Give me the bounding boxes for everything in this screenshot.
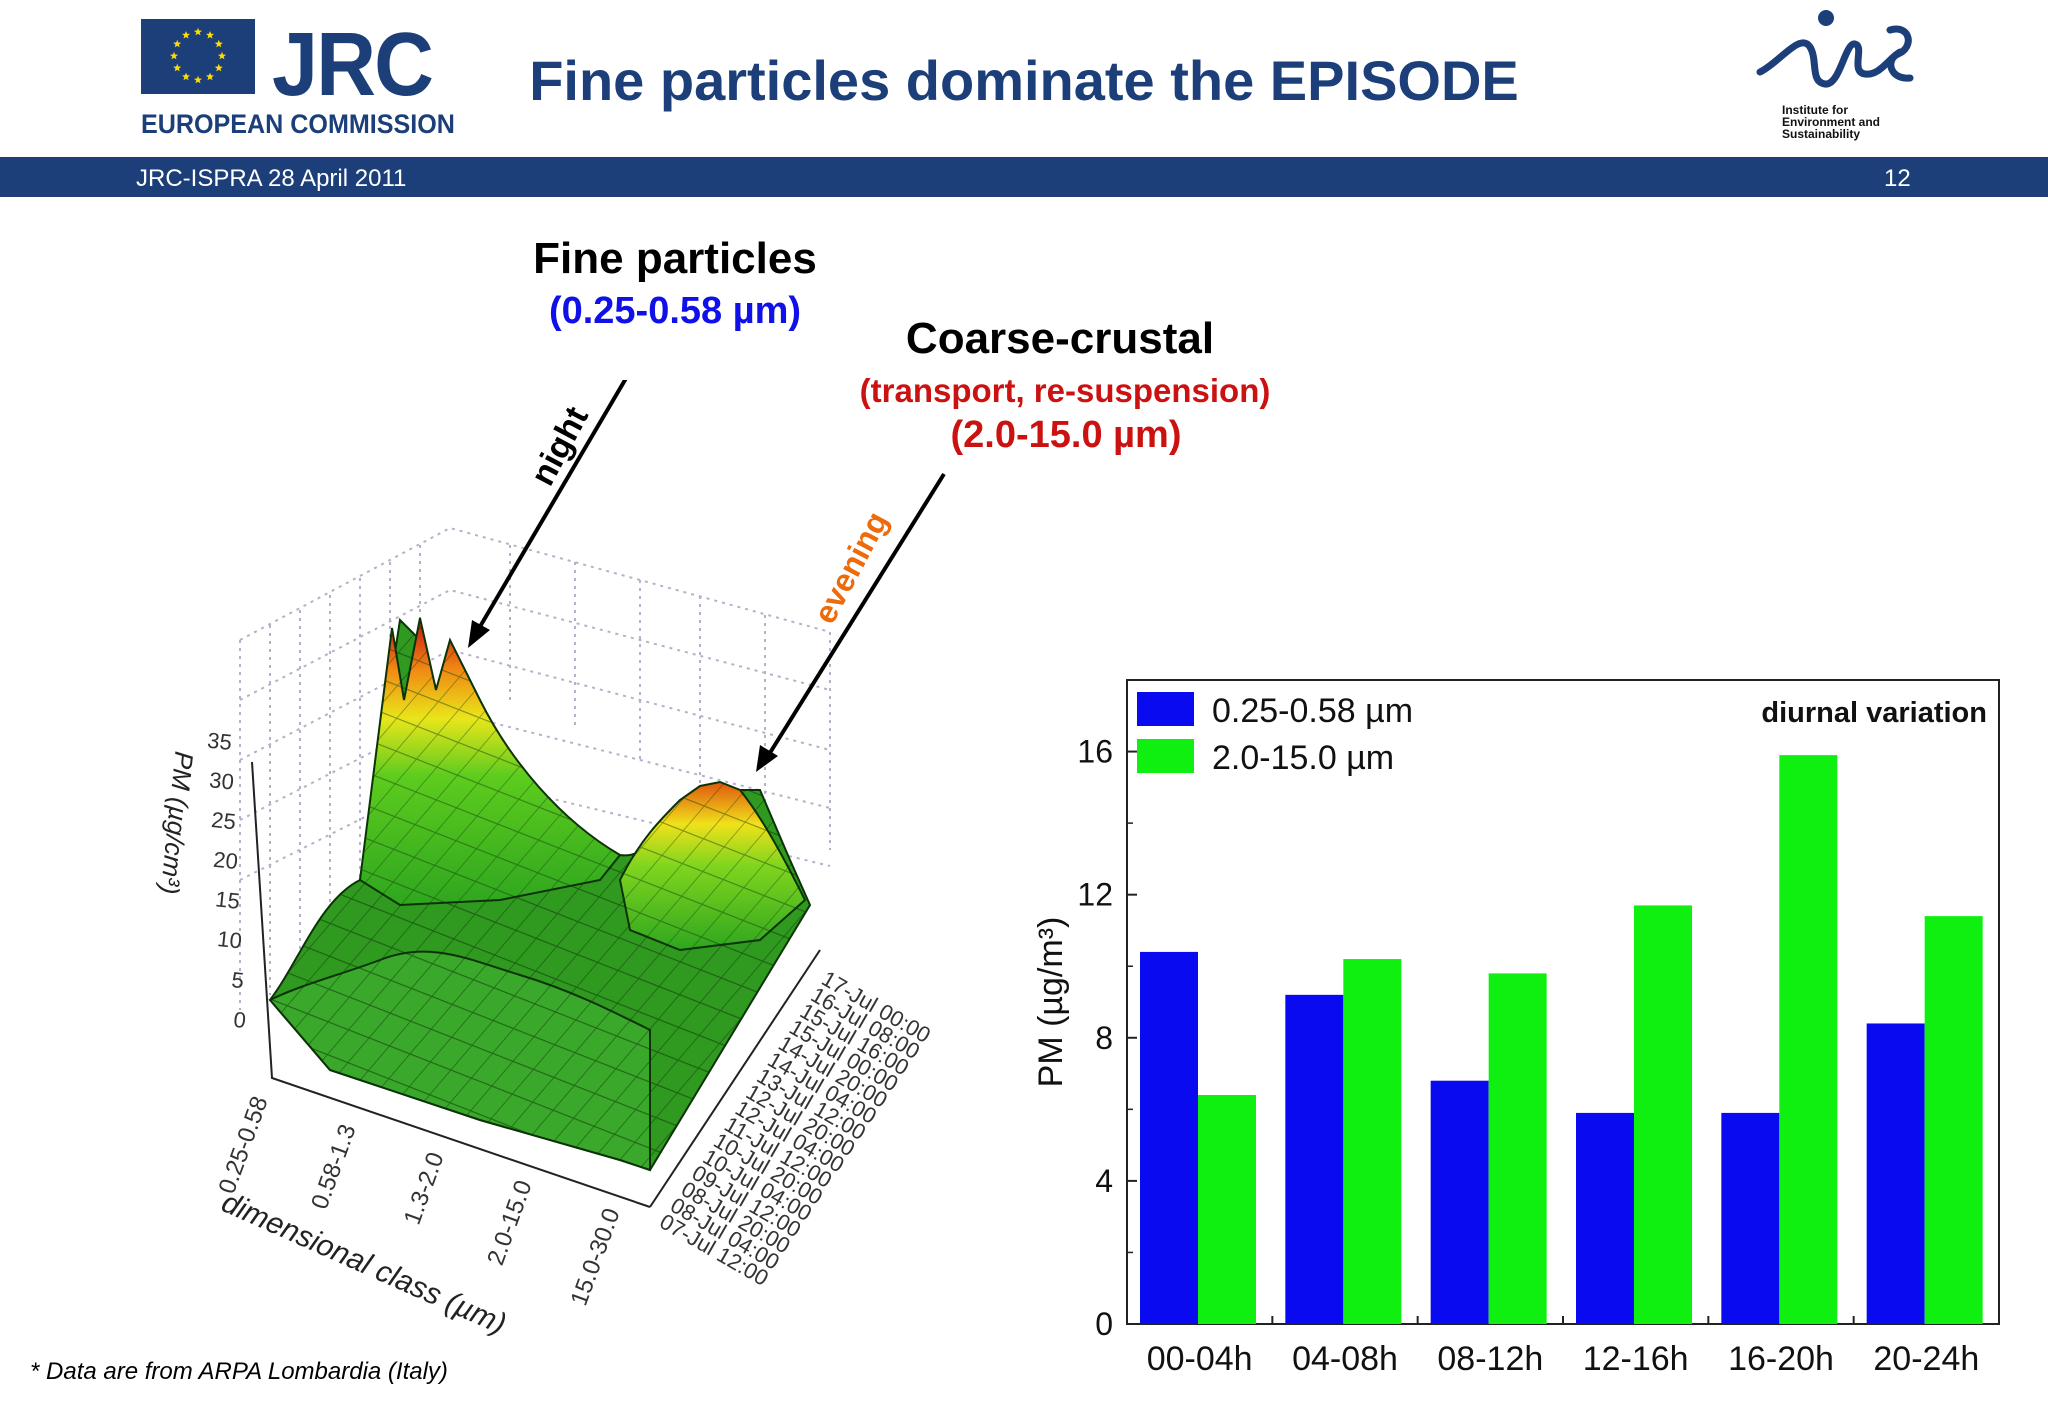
ies-logo-graphic	[1756, 10, 1914, 88]
surface-z-tick-label: 0	[232, 1007, 247, 1033]
fine-particles-title: Fine particles	[533, 234, 817, 283]
ies-subtitle-line: Environment and	[1782, 115, 1881, 129]
eu-star-icon	[182, 31, 190, 39]
eu-star-icon	[218, 51, 226, 60]
eu-star-icon	[173, 63, 182, 72]
surface-size-tick-label: 0.25-0.58	[214, 1093, 274, 1198]
surface-axes	[251, 761, 821, 1208]
coarse-crustal-subtitle: (transport, re-suspension)	[859, 372, 1271, 409]
jrc-logo-text: JRC	[272, 15, 434, 115]
x-tick-label: 12-16h	[1583, 1340, 1689, 1378]
surface-z-tick-label: 20	[212, 847, 239, 874]
y-tick-label: 12	[1077, 877, 1113, 913]
evening-arrow	[756, 472, 946, 772]
x-tick-label: 16-20h	[1728, 1340, 1834, 1378]
surface-z-tick-label: 35	[206, 728, 233, 755]
surface-size-tick-label: 2.0-15.0	[482, 1177, 537, 1269]
eu-star-icon	[214, 63, 223, 72]
eu-star-icon	[173, 39, 182, 48]
bar-coarse	[1488, 973, 1547, 1324]
evening-label: evening	[806, 506, 895, 630]
x-tick-label: 20-24h	[1873, 1340, 1979, 1378]
surface-back-grid	[239, 526, 831, 1010]
x-tick-label: 00-04h	[1147, 1340, 1253, 1378]
legend-swatch	[1137, 692, 1194, 726]
ies-logo	[1740, 2, 1920, 102]
night-arrow	[468, 380, 628, 648]
ies-subtitle: Institute for Environment and Sustainabi…	[1782, 104, 1942, 140]
eu-star-icon	[206, 72, 214, 81]
y-tick-label: 8	[1095, 1020, 1113, 1056]
surface-z-ticks: 0 5 10 15 20 25 30 35	[206, 728, 247, 1033]
eu-star-icon	[194, 75, 202, 84]
surface-size-tick-label: 0.58-1.3	[306, 1121, 361, 1213]
header-band	[0, 157, 2048, 197]
y-tick-label: 0	[1095, 1306, 1113, 1342]
surface-z-tick-label: 25	[210, 807, 237, 834]
bar-coarse	[1634, 905, 1692, 1324]
bar-fine	[1721, 1112, 1780, 1324]
surface-size-tick-label: 1.3-2.0	[399, 1149, 450, 1228]
bar-fine	[1285, 994, 1344, 1324]
bar-fine	[1140, 951, 1198, 1324]
ies-subtitle-line: Institute for	[1782, 103, 1848, 117]
coarse-crustal-range: (2.0-15.0 µm)	[950, 414, 1182, 456]
bar-fine	[1576, 1112, 1634, 1324]
bar-coarse	[1198, 1095, 1256, 1324]
legend-label: 0.25-0.58 µm	[1212, 692, 1413, 730]
event-label: JRC-ISPRA 28 April 2011	[136, 165, 407, 192]
bar-chart: 0 4 8 12 16 PM (µg/m³) 00-04h 04-08h 08-12h 12-16…	[1032, 679, 2000, 1378]
ies-subtitle-line: Sustainability	[1782, 127, 1861, 141]
night-peak-mesh	[360, 618, 620, 905]
slide-number: 12	[1884, 165, 1911, 192]
bar-y-axis-title: PM (µg/m³)	[1032, 917, 1070, 1088]
legend-swatch	[1137, 739, 1194, 773]
eu-star-icon	[170, 51, 178, 60]
european-commission-label: EUROPEAN COMMISSION	[141, 109, 455, 139]
eu-star-icon	[206, 31, 214, 39]
surface-x-axis-title: dimensional class (µm)	[217, 1186, 511, 1341]
bar-coarse	[1779, 755, 1838, 1324]
surface-chart: night evening PM (µg/cm³) dimensional cl…	[155, 380, 946, 1341]
eu-flag-logo	[141, 19, 255, 94]
fine-particles-range: (0.25-0.58 µm)	[548, 290, 802, 332]
eu-stars-icon	[170, 27, 226, 84]
eu-star-icon	[194, 27, 202, 36]
surface-z-tick-label: 30	[208, 767, 235, 794]
surface-z-tick-label: 10	[216, 926, 243, 953]
bar-fine	[1430, 1080, 1489, 1324]
footnote: * Data are from ARPA Lombardia (Italy)	[30, 1358, 448, 1385]
evening-peak-mesh	[620, 782, 805, 950]
surface-z-tick-label: 15	[214, 886, 241, 913]
slide-title: Fine particles dominate the EPISODE	[529, 49, 1519, 112]
bar-coarse	[1343, 959, 1402, 1324]
eu-star-icon	[182, 72, 190, 81]
x-tick-label: 08-12h	[1437, 1340, 1543, 1378]
bar-chart-title: diurnal variation	[1761, 697, 1987, 729]
surface-size-tick-label: 15.0-30.0	[566, 1205, 626, 1310]
coarse-crustal-title: Coarse-crustal	[905, 314, 1215, 363]
bar-coarse	[1924, 916, 1983, 1324]
legend-label: 2.0-15.0 µm	[1212, 739, 1394, 777]
eu-star-icon	[214, 39, 223, 48]
x-tick-label: 04-08h	[1292, 1340, 1398, 1378]
y-tick-label: 4	[1095, 1163, 1113, 1199]
bar-fine	[1866, 1023, 1925, 1324]
surface-z-axis-title: PM (µg/cm³)	[155, 750, 200, 896]
y-tick-label: 16	[1077, 734, 1113, 770]
surface-z-tick-label: 5	[230, 967, 245, 993]
